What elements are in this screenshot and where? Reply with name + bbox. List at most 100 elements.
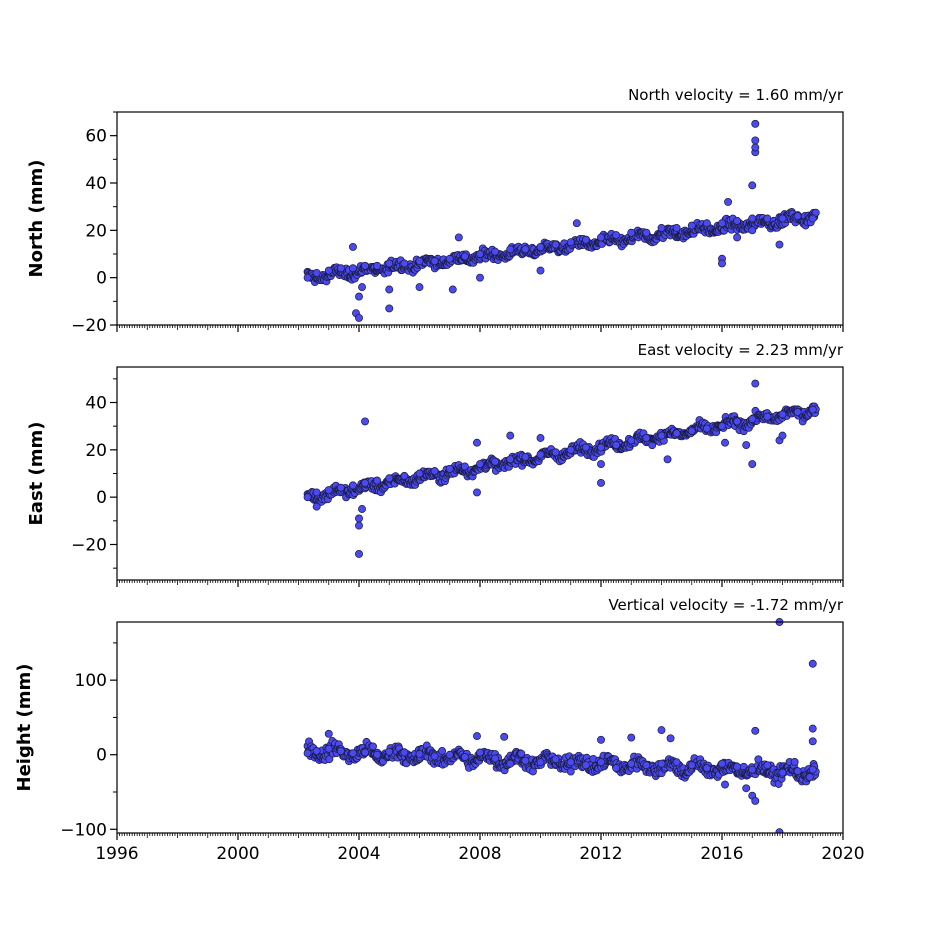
data-point xyxy=(521,245,530,254)
data-point xyxy=(506,455,515,464)
data-point xyxy=(672,224,681,232)
data-point xyxy=(349,749,357,758)
data-point xyxy=(445,750,454,759)
data-point xyxy=(778,214,787,223)
data-point xyxy=(733,216,742,225)
data-point xyxy=(385,747,394,756)
data-point xyxy=(597,479,605,487)
data-point xyxy=(491,247,500,256)
data-point xyxy=(742,441,751,450)
data-point xyxy=(303,493,312,502)
data-point xyxy=(400,471,409,480)
data-point xyxy=(702,219,711,228)
east-panel: East velocity = 2.23 mm/yr East (mm) −20 0 2… xyxy=(26,341,844,587)
data-point xyxy=(506,431,515,440)
data-point xyxy=(657,224,666,232)
data-point xyxy=(748,460,757,468)
data-point xyxy=(349,242,357,251)
data-point xyxy=(312,502,321,511)
data-point xyxy=(733,233,742,242)
data-point xyxy=(775,828,784,833)
data-point xyxy=(476,460,484,468)
data-point xyxy=(627,759,636,768)
data-point xyxy=(324,729,333,738)
data-point xyxy=(612,231,621,240)
data-point xyxy=(373,261,382,270)
data-point xyxy=(808,405,817,414)
north-axis-label: North (mm) xyxy=(26,160,47,278)
height-points xyxy=(303,618,820,833)
data-point xyxy=(666,734,675,743)
data-point xyxy=(460,753,469,761)
x-tick-label: 2012 xyxy=(579,844,622,864)
data-point xyxy=(385,259,394,268)
data-point xyxy=(355,521,363,530)
data-point xyxy=(445,254,454,263)
data-point xyxy=(778,410,787,419)
data-point xyxy=(361,417,369,426)
data-point xyxy=(742,784,751,793)
data-point xyxy=(724,197,733,206)
data-point xyxy=(597,460,605,468)
data-point xyxy=(687,761,696,770)
data-point xyxy=(642,434,651,442)
data-point xyxy=(754,755,763,764)
north-panel: North velocity = 1.60 mm/yr North (mm) −20… xyxy=(26,86,844,336)
data-point xyxy=(325,755,334,764)
east-velocity-title: East velocity = 2.23 mm/yr xyxy=(638,341,844,359)
data-point xyxy=(551,448,560,457)
data-point xyxy=(355,514,363,523)
y-tick-label: −100 xyxy=(60,820,107,840)
data-point xyxy=(358,505,366,513)
data-point xyxy=(476,273,484,282)
data-point xyxy=(751,119,760,128)
data-point xyxy=(702,764,711,773)
data-point xyxy=(763,214,772,223)
data-point xyxy=(355,550,363,558)
data-point xyxy=(430,752,439,761)
data-point xyxy=(361,261,369,270)
data-point xyxy=(303,749,312,758)
data-point xyxy=(566,445,575,454)
data-point xyxy=(751,726,760,735)
data-point xyxy=(551,755,560,764)
data-point xyxy=(793,212,802,221)
data-point xyxy=(718,759,726,768)
data-point xyxy=(361,479,369,487)
data-point xyxy=(751,136,760,145)
data-point xyxy=(775,240,784,249)
data-point xyxy=(657,759,666,768)
data-point xyxy=(385,304,394,313)
data-point xyxy=(566,767,575,776)
y-tick-label: 20 xyxy=(85,221,107,241)
y-tick-label: 0 xyxy=(96,488,107,508)
data-point xyxy=(536,450,545,459)
data-point xyxy=(808,737,817,746)
east-axis-label: East (mm) xyxy=(26,422,47,526)
data-point xyxy=(476,250,484,258)
data-point xyxy=(672,758,681,767)
data-point xyxy=(373,476,382,485)
data-point xyxy=(597,735,605,744)
east-axes-frame xyxy=(116,366,844,581)
data-point xyxy=(687,426,696,435)
data-point xyxy=(748,415,757,424)
height-velocity-title: Vertical velocity = -1.72 mm/yr xyxy=(608,596,843,614)
data-point xyxy=(778,768,787,777)
y-tick-label: 20 xyxy=(85,441,107,461)
data-point xyxy=(808,659,817,668)
data-point xyxy=(445,464,454,473)
data-point xyxy=(415,257,424,266)
x-tick-label: 2016 xyxy=(700,844,743,864)
y-tick-label: 100 xyxy=(75,671,107,691)
data-point xyxy=(718,219,726,228)
data-point xyxy=(336,747,345,755)
height-axes-frame xyxy=(116,621,844,834)
data-point xyxy=(627,228,636,237)
data-point xyxy=(642,228,651,237)
data-point xyxy=(473,438,481,447)
data-point xyxy=(808,765,817,774)
y-tick-label: −20 xyxy=(71,316,107,336)
data-point xyxy=(473,488,481,497)
data-point xyxy=(748,181,757,190)
